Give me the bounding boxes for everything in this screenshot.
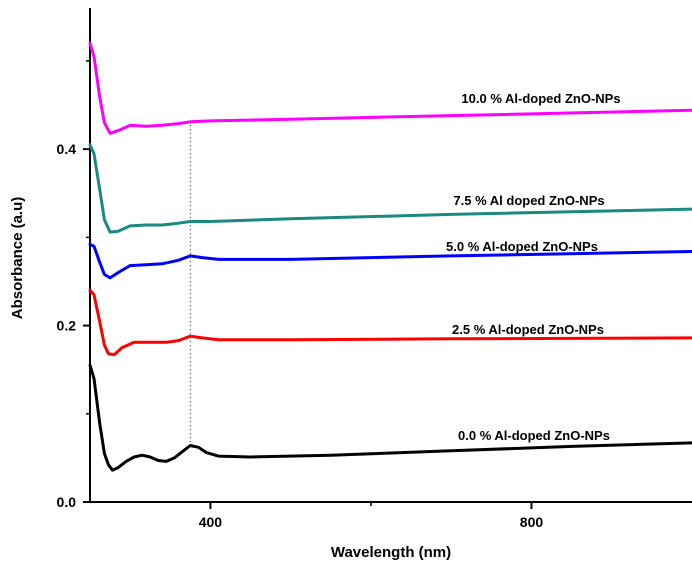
y-ticks: 0.0 0.2 0.4 [57, 60, 90, 510]
x-tick-label: 400 [199, 514, 223, 530]
x-ticks: 400 800 [199, 502, 544, 530]
x-axis-title: Wavelength (nm) [331, 544, 451, 561]
series-label-4: 10.0 % Al-doped ZnO-NPs [461, 91, 620, 106]
axes-frame [89, 8, 692, 503]
series-line-4 [88, 41, 692, 135]
y-axis-title: Absorbance (a.u) [9, 197, 26, 320]
series-line-0 [88, 363, 692, 472]
y-tick-label: 0.2 [57, 318, 77, 334]
series-label-1: 2.5 % Al-doped ZnO-NPs [452, 322, 604, 337]
y-tick-label: 0.4 [57, 141, 77, 157]
series-labels: 0.0 % Al-doped ZnO-NPs 2.5 % Al-doped ZnO… [446, 91, 621, 443]
series-label-0: 0.0 % Al-doped ZnO-NPs [458, 428, 610, 443]
series-label-3: 7.5 % Al doped ZnO-NPs [453, 193, 604, 208]
series-line-2 [88, 242, 692, 280]
x-tick-label: 800 [520, 514, 544, 530]
series-line-3 [88, 143, 692, 234]
series-layer [88, 41, 692, 472]
series-label-2: 5.0 % Al-doped ZnO-NPs [446, 239, 598, 254]
series-line-1 [88, 288, 692, 357]
y-tick-label: 0.0 [57, 494, 77, 510]
